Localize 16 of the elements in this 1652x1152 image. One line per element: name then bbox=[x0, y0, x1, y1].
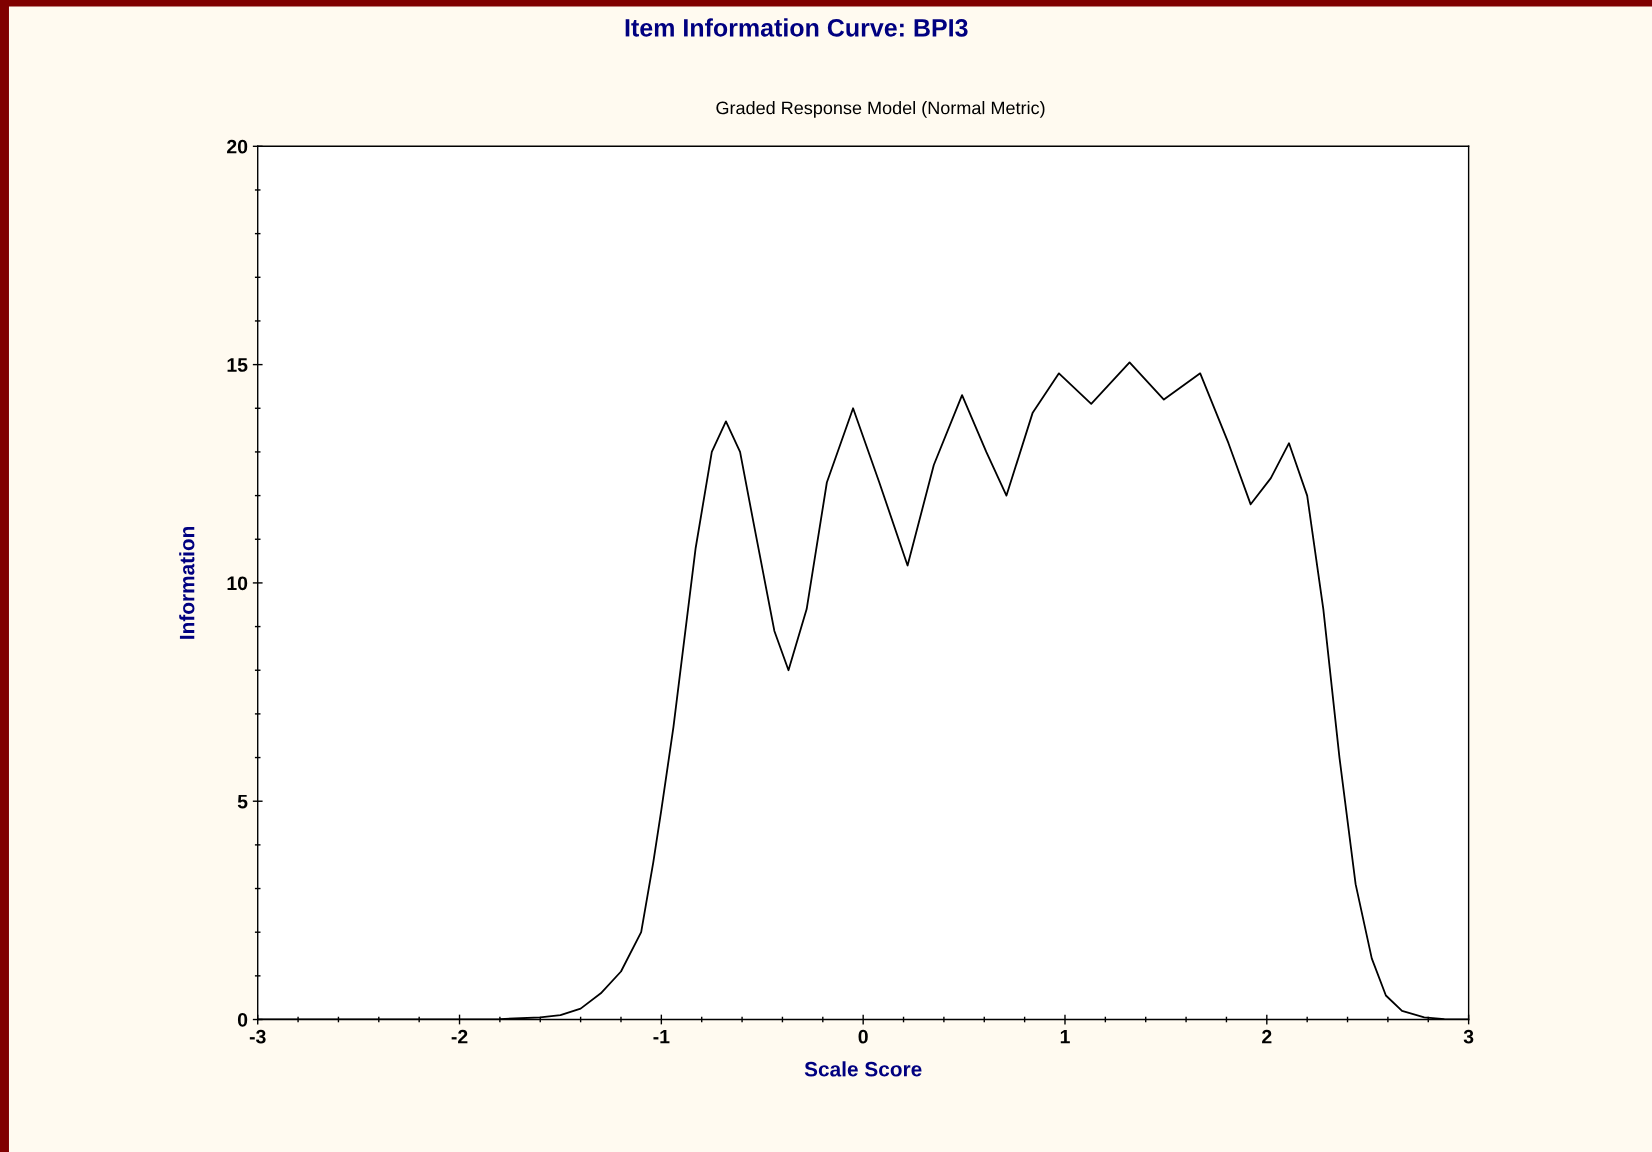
y-tick-label: 15 bbox=[227, 358, 248, 372]
x-tick-label: 1 bbox=[1060, 1029, 1070, 1044]
x-axis-title: Scale Score bbox=[804, 1061, 922, 1077]
x-tick-label: 2 bbox=[1262, 1029, 1272, 1044]
chart-subtitle: Graded Response Model (Normal Metric) bbox=[716, 101, 1045, 118]
y-tick-label: 0 bbox=[237, 1012, 248, 1027]
y-tick-label: 20 bbox=[227, 139, 248, 154]
y-tick-label: 10 bbox=[227, 576, 248, 591]
y-axis-title: Information bbox=[179, 526, 195, 639]
x-tick-label: -2 bbox=[451, 1029, 468, 1044]
x-tick-label: -3 bbox=[249, 1029, 266, 1044]
x-tick-label: 3 bbox=[1463, 1029, 1474, 1044]
chart-title: Item Information Curve: BPI3 bbox=[625, 18, 968, 37]
x-tick-label: 0 bbox=[858, 1029, 868, 1044]
y-tick-label: 5 bbox=[237, 794, 248, 809]
x-tick-label: -1 bbox=[653, 1029, 670, 1044]
